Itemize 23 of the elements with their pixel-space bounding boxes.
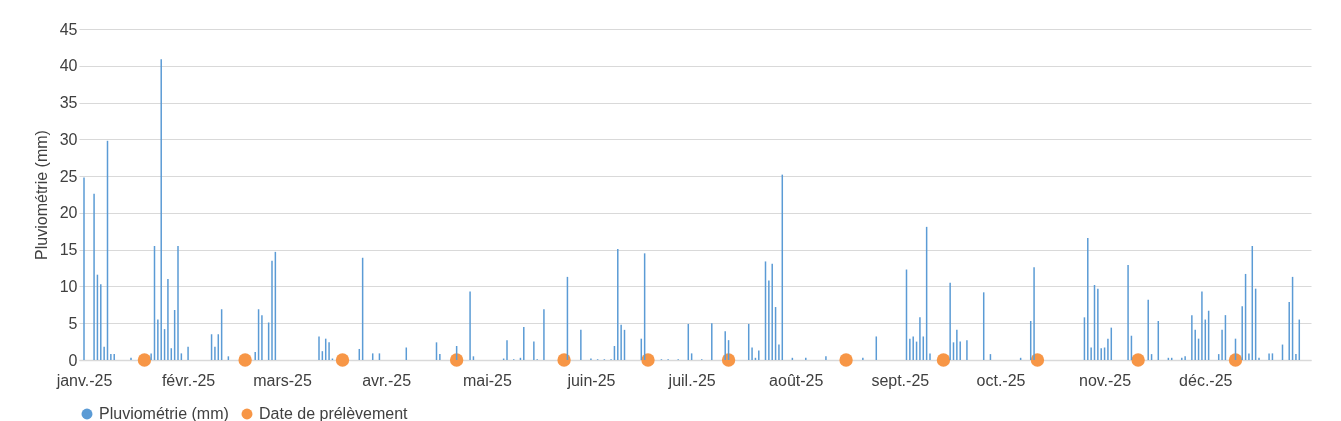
y-tick-label: 10 bbox=[59, 277, 78, 295]
y-tick-label: 15 bbox=[59, 241, 78, 259]
x-tick-label: déc.-25 bbox=[1179, 371, 1233, 389]
y-axis-title: Pluviométrie (mm) bbox=[32, 130, 50, 260]
x-tick-label: oct.-25 bbox=[976, 371, 1026, 389]
x-tick-label: août-25 bbox=[769, 371, 824, 389]
y-tick-label: 45 bbox=[59, 20, 78, 38]
x-tick-label: avr.-25 bbox=[362, 371, 412, 389]
x-tick-label: juil.-25 bbox=[667, 371, 716, 389]
y-tick-label: 25 bbox=[59, 167, 78, 185]
x-tick-label: févr.-25 bbox=[161, 371, 216, 389]
x-tick-label: nov.-25 bbox=[1078, 371, 1132, 389]
x-tick-label: janv.-25 bbox=[55, 371, 113, 389]
y-tick-label: 35 bbox=[59, 94, 78, 112]
y-tick-label: 0 bbox=[68, 351, 78, 369]
x-tick-label: mars-25 bbox=[253, 371, 313, 389]
y-tick-label: 5 bbox=[68, 314, 78, 332]
x-tick-label: mai-25 bbox=[462, 371, 512, 389]
y-tick-label: 30 bbox=[59, 130, 78, 148]
y-tick-label: 40 bbox=[59, 57, 78, 75]
x-tick-label: sept.-25 bbox=[871, 371, 930, 389]
y-tick-label: 20 bbox=[59, 204, 78, 222]
x-tick-label: juin-25 bbox=[566, 371, 616, 389]
